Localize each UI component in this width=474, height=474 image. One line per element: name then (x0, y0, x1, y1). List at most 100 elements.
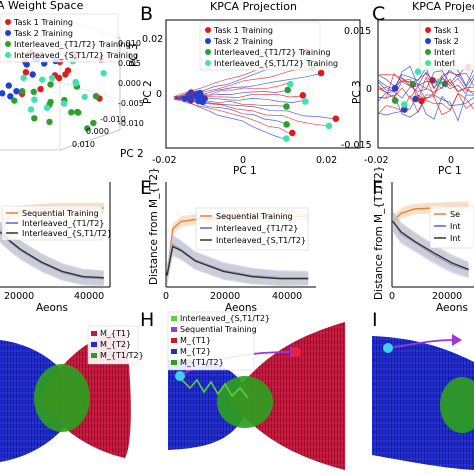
panel-c-point (414, 68, 422, 75)
panel-a-point (68, 109, 75, 116)
panel-h-letter: H (140, 309, 154, 331)
panel-g-legend-2: M_{T2} (100, 340, 131, 349)
panel-i-green-cone (440, 377, 474, 433)
panel-h-legend-4: M_{T2} (180, 347, 211, 356)
panel-a-point (100, 70, 107, 77)
panel-e-letter: E (140, 177, 152, 199)
panel-b-legend-3: Interleaved_{T1/T2} Training (214, 48, 331, 57)
panel-a-legend-3: Interleaved_{T1/T2} Training (14, 40, 131, 49)
panel-a-point (60, 100, 68, 107)
panel-b-endpoint (283, 135, 290, 142)
panel-a-point (74, 108, 81, 116)
panel-b: B KPCA Projection Task 1 Training Task 2… (140, 0, 361, 177)
panel-a-point (5, 82, 12, 89)
panel-b-trajectory (173, 98, 292, 135)
panel-e-xlabel: Aeons (225, 302, 257, 314)
panel-b-endpoint (283, 103, 290, 110)
panel-c-point (391, 84, 399, 92)
panel-i-purple-trajectory (387, 339, 453, 349)
panel-h-legend-2: Sequential Training (180, 325, 257, 334)
panel-h-green-cone (217, 376, 273, 428)
panel-a-legend-1: Task 1 Training (13, 18, 73, 27)
panel-a-point (30, 88, 37, 96)
panel-b-legend: Task 1 Training Task 2 Training Interlea… (199, 21, 338, 71)
panel-e-legend-2: Interleaved_{T1/T2} (216, 224, 298, 233)
panel-f-legend-2: Int (450, 222, 461, 231)
panel-c-point (401, 101, 408, 108)
panel-a-point (62, 71, 69, 78)
panel-a-pc2-axis: -0.010 0.000 0.010 PC 2 (72, 115, 144, 160)
panel-d-legend-3: Interleaved_{S,T1/T2} (22, 229, 112, 238)
panel-c-legend-3: Interl (434, 48, 455, 57)
panel-c-legend-1: Task 1 (433, 26, 459, 35)
panel-b-startpoint (194, 93, 201, 100)
panel-b-trajectory (173, 96, 286, 107)
panel-e-legend-1: Sequential Training (216, 212, 293, 221)
panel-h-legend-3: M_{T1} (180, 336, 211, 345)
panel-g: M_{T1} M_{T2} M_{T1/T2} (0, 325, 144, 462)
e-band (167, 236, 309, 286)
panel-a-pc2-tick: 0.000 (86, 127, 109, 136)
panel-c-letter: C (372, 3, 385, 25)
panel-a-point (46, 118, 53, 126)
panel-a: A Weight Space Task 1 Training Task 2 Tr… (0, 0, 144, 160)
panel-b-ytick: 0.02 (142, 34, 163, 45)
panel-e-legend-3: Interleaved_{S,T1/T2} (216, 236, 306, 245)
d-band (0, 221, 104, 285)
panel-g-legend-3: M_{T1/T2} (100, 351, 144, 360)
panel-b-endpoint (317, 69, 325, 77)
panel-c-trajectory (378, 78, 474, 102)
panel-d-xtick: 40000 (74, 291, 104, 302)
panel-a-title: A Weight Space (0, 0, 84, 12)
panel-b-axes (165, 19, 361, 149)
panel-c-xtick: 0 (448, 155, 454, 166)
panel-b-ytick: 0 (156, 89, 162, 100)
panel-i-blue-cone (372, 336, 474, 470)
panel-e-xtick: 20000 (210, 291, 240, 302)
panel-b-legend-2: Task 2 Training (213, 37, 273, 46)
panel-b-endpoint (302, 98, 309, 105)
panel-d-legend: Sequential Training Interleaved_{T1/T2} … (1, 205, 112, 241)
panel-b-trajectories (173, 48, 340, 142)
panel-a-point (0, 90, 6, 97)
panel-a-point (27, 106, 35, 113)
panel-d-xtick: 20000 (4, 291, 34, 302)
panel-f-xtick: 0 (389, 291, 395, 302)
panel-e: E Sequential Training Interleaved_{T1/T2… (140, 167, 316, 314)
panel-c-ytick: -0.015 (341, 140, 372, 151)
panel-a-point (48, 74, 56, 82)
panel-c-title: KPCA Projec (412, 0, 474, 13)
panel-c-trajectory (378, 94, 474, 122)
panel-c-point (412, 95, 419, 103)
panel-f-ylabel: Distance from M_{T1/T2} (373, 166, 385, 300)
panel-c-legend: Task 1 Task 2 Interl Interl (419, 21, 474, 71)
panel-a-point (11, 97, 18, 104)
panel-b-title: KPCA Projection (210, 0, 297, 13)
panel-a-legend-4: Interleaved_{S,T1/T2} Training (14, 51, 138, 60)
panel-c-xtick: -0.02 (364, 155, 389, 166)
panel-h: H Interleaved_{S,T1/T2} Sequential Train… (140, 309, 345, 470)
panel-h-red-cone (230, 322, 345, 470)
panel-a-point (7, 93, 14, 100)
panel-a-pc2-tick: 0.010 (72, 140, 95, 149)
panel-b-letter: B (140, 3, 153, 25)
panel-a-pc3-tick: -0.005 (118, 99, 144, 108)
panel-b-trajectory (175, 97, 288, 125)
panel-a-pc3-tick: 0.005 (118, 59, 141, 68)
panel-a-point (37, 85, 44, 93)
panel-d-legend-1: Sequential Training (22, 209, 99, 218)
panel-a-pc3-tick: -0.010 (118, 119, 144, 128)
panel-b-xtick: 0.02 (316, 155, 337, 166)
panel-c-ytick: 0 (366, 84, 372, 95)
panel-a-pc3-label: PC 3 (128, 43, 140, 67)
panel-a-point (84, 125, 91, 132)
panel-a-point (92, 93, 100, 100)
panel-h-legend: Interleaved_{S,T1/T2} Sequential Trainin… (167, 311, 270, 371)
panel-g-legend-1: M_{T1} (100, 329, 131, 338)
panel-i-arrowhead (452, 334, 462, 346)
d-series-line (0, 231, 104, 279)
panel-c-legend-2: Task 2 (433, 37, 459, 46)
panel-a-pc2-tick: -0.010 (100, 115, 126, 124)
panel-a-point (47, 98, 54, 106)
